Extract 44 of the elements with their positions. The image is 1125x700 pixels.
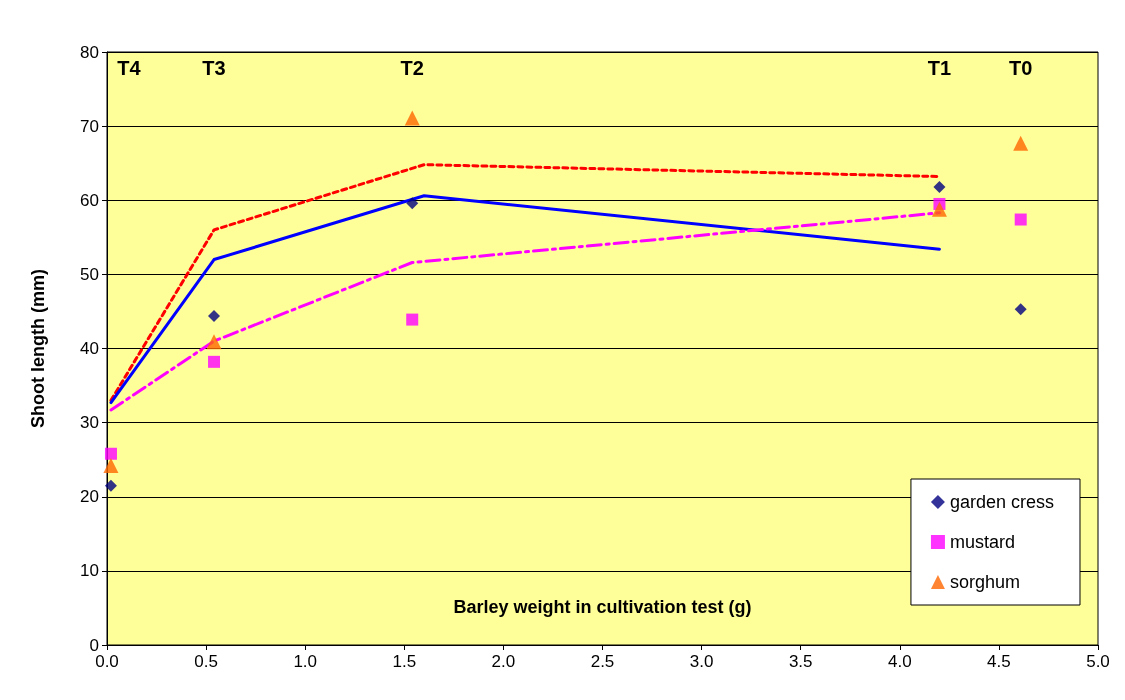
point — [1013, 135, 1029, 151]
y-tick-label: 40 — [80, 339, 99, 358]
x-tick-label: 4.5 — [987, 652, 1011, 671]
point — [406, 313, 419, 326]
point — [1014, 213, 1027, 226]
y-tick-label: 70 — [80, 116, 99, 136]
point — [208, 355, 221, 368]
legend-label: garden cress — [949, 492, 1055, 512]
x-tick-label: 2.5 — [590, 652, 615, 671]
x-tick-label: 0.5 — [194, 652, 218, 671]
y-tick-label: 50 — [80, 264, 99, 284]
x-tick-label: 4.0 — [887, 652, 912, 671]
x-tick-label: 3.0 — [689, 652, 714, 671]
x-tick-label: 2.0 — [491, 652, 516, 671]
annotation: T4 — [117, 57, 142, 79]
point — [931, 201, 947, 217]
point — [104, 479, 117, 492]
y-tick-label: 60 — [80, 190, 99, 210]
x-tick-label: 1.5 — [392, 652, 417, 671]
x-tick-label: 5.0 — [1086, 652, 1110, 671]
annotation: T1 — [927, 57, 952, 79]
point — [104, 447, 117, 460]
annotation: T3 — [202, 57, 226, 79]
x-tick-label: 1.0 — [293, 652, 318, 671]
point — [406, 197, 419, 210]
point — [404, 110, 420, 126]
x-tick-label: 0.0 — [95, 652, 119, 671]
x-axis-title: Barley weight in cultivation test (g) — [453, 597, 752, 617]
y-axis-title: Shoot length (mm) — [28, 269, 48, 428]
x-tick-label: 3.5 — [788, 652, 813, 671]
y-tick-label: 20 — [80, 487, 99, 507]
point — [1014, 303, 1027, 316]
point — [206, 334, 222, 350]
point — [103, 458, 119, 474]
legend-label: mustard — [949, 532, 1015, 552]
point — [208, 309, 221, 322]
point — [933, 180, 946, 193]
y-tick-label: 80 — [80, 42, 99, 62]
y-tick-label: 10 — [80, 561, 99, 581]
y-tick-label: 30 — [80, 413, 99, 433]
legend-label: sorghum — [949, 572, 1020, 592]
y-tick-label: 0 — [89, 635, 99, 655]
annotation: T2 — [400, 57, 424, 79]
annotation: T0 — [1009, 57, 1033, 79]
